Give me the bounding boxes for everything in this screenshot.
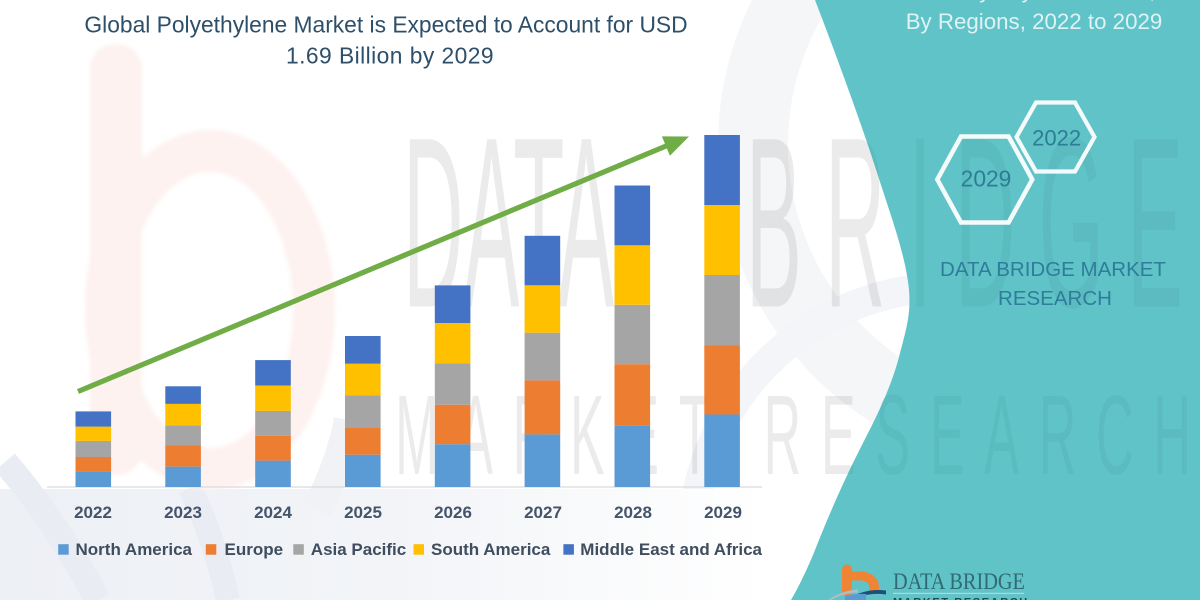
svg-text:Global Polyethylene Market,: Global Polyethylene Market,	[877, 0, 1156, 3]
svg-text:DATA: DATA	[403, 86, 614, 359]
svg-text:2022: 2022	[74, 503, 112, 522]
svg-text:2025: 2025	[344, 503, 382, 522]
svg-text:DATA BRIDGE MARKET: DATA BRIDGE MARKET	[940, 258, 1166, 281]
svg-text:By Regions, 2022 to 2029: By Regions, 2022 to 2029	[906, 9, 1163, 34]
svg-text:Global Polyethylene Market is: Global Polyethylene Market is Expected t…	[84, 12, 687, 38]
svg-text:DATA BRIDGE: DATA BRIDGE	[893, 569, 1025, 594]
svg-text:Asia Pacific: Asia Pacific	[311, 540, 406, 559]
svg-text:2026: 2026	[434, 503, 472, 522]
svg-text:RESEARCH: RESEARCH	[998, 287, 1112, 310]
svg-text:MARKET RESEARCH: MARKET RESEARCH	[893, 597, 1029, 600]
svg-text:2029: 2029	[704, 503, 742, 522]
svg-text:Middle East and Africa: Middle East and Africa	[580, 540, 762, 559]
svg-text:1.69 Billion by 2029: 1.69 Billion by 2029	[286, 43, 494, 69]
svg-text:2028: 2028	[614, 503, 652, 522]
svg-text:2024: 2024	[254, 503, 292, 522]
svg-text:2023: 2023	[164, 503, 202, 522]
svg-text:Europe: Europe	[225, 540, 284, 559]
svg-text:2027: 2027	[524, 503, 562, 522]
svg-text:2022: 2022	[1032, 126, 1081, 151]
svg-text:South America: South America	[431, 540, 551, 559]
svg-text:2029: 2029	[961, 166, 1012, 192]
svg-text:North America: North America	[76, 540, 193, 559]
